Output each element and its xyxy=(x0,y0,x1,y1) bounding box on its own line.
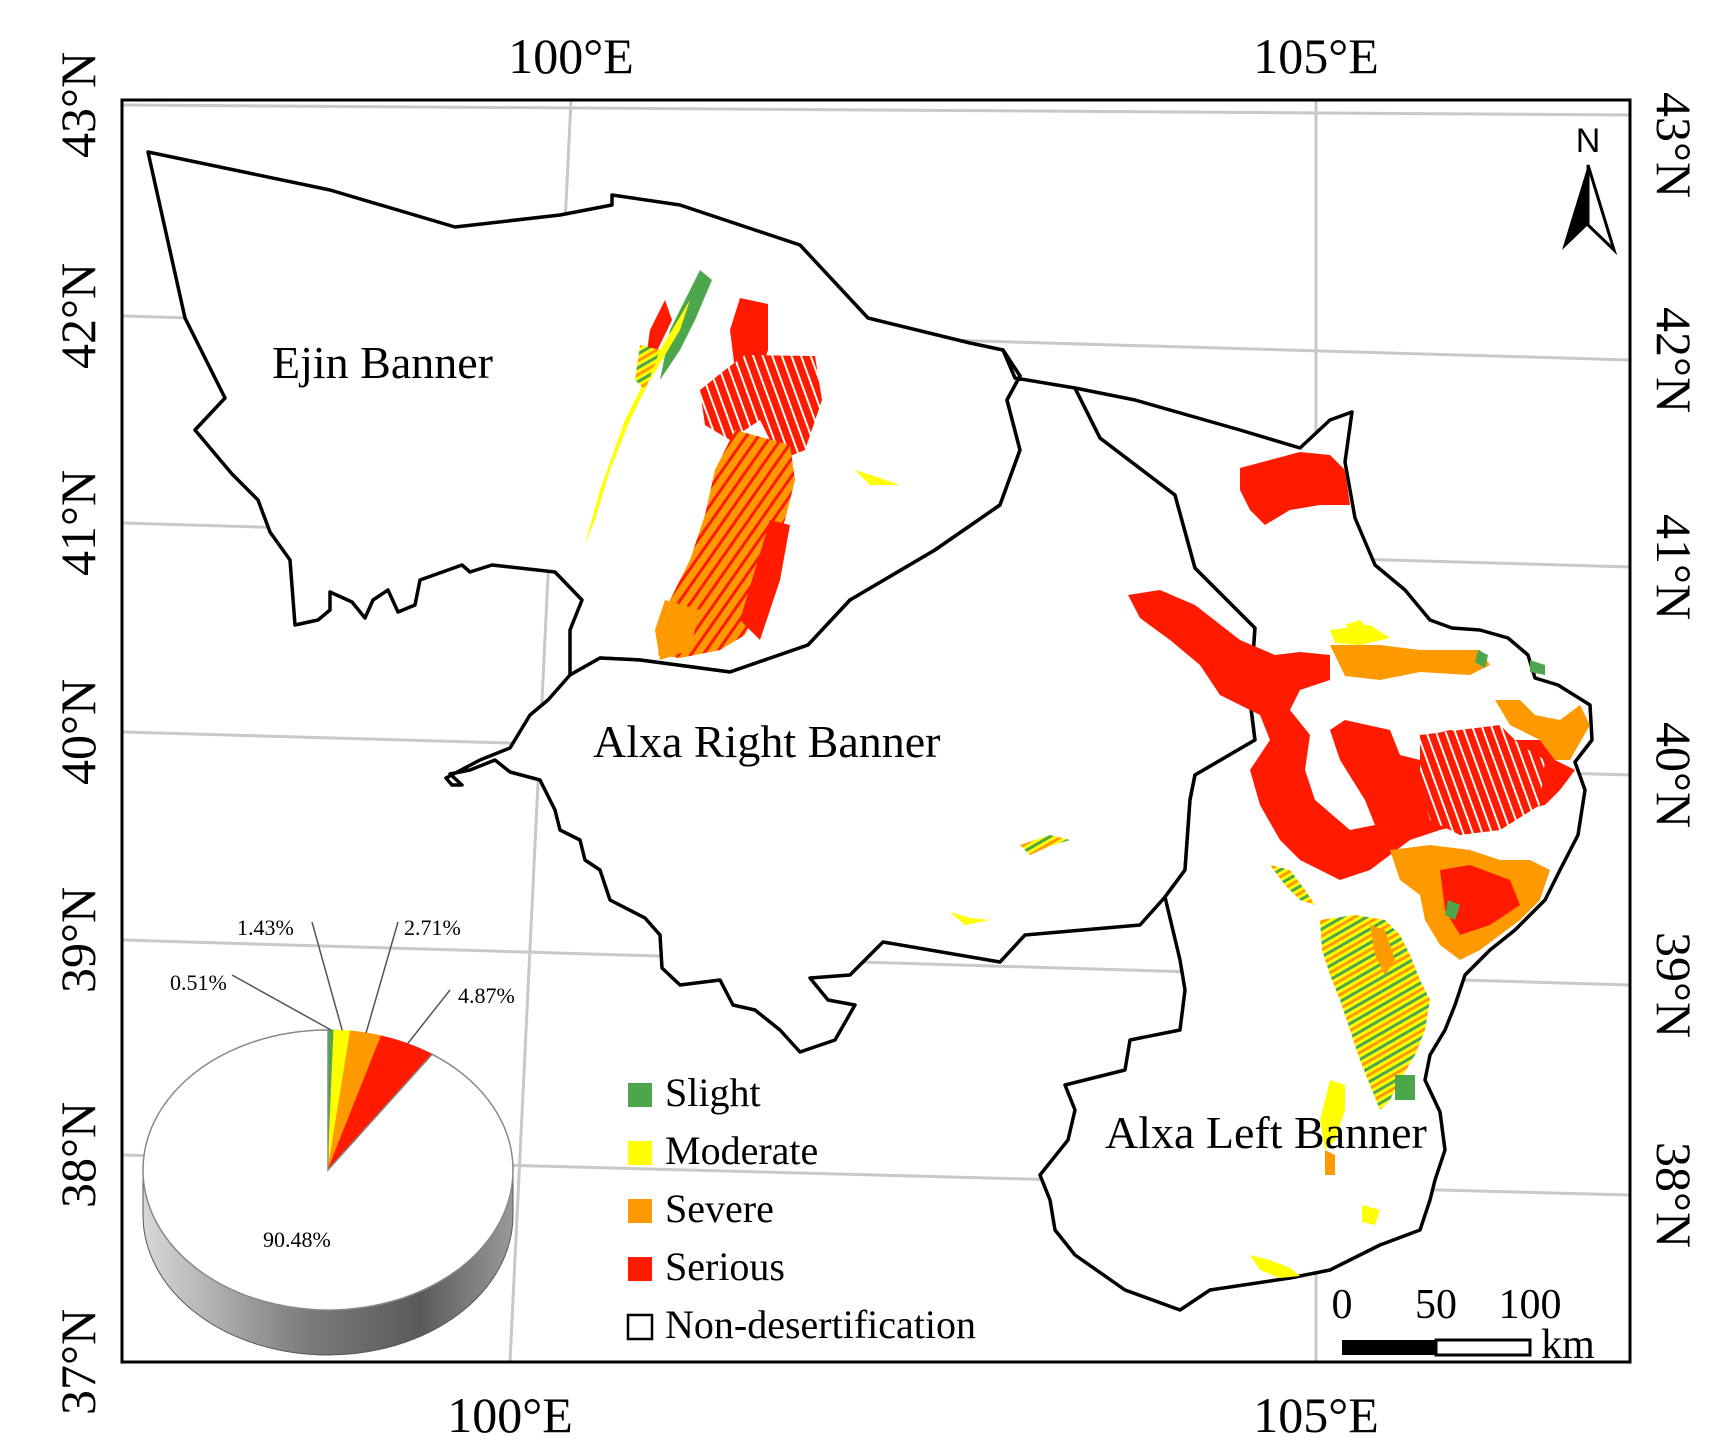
top-lon-label-105: 105°E xyxy=(1253,28,1379,84)
region-labels: Ejin Banner Alxa Right Banner Alxa Left … xyxy=(272,337,1427,1158)
pie-leader-slight xyxy=(231,974,332,1031)
region-label-ejin: Ejin Banner xyxy=(272,337,493,388)
left-lat-label-39: 39°N xyxy=(50,887,106,993)
north-arrow: N xyxy=(1562,122,1618,256)
alxa-right-banner-boundary xyxy=(444,348,1257,1054)
legend-swatch-moderate xyxy=(628,1141,652,1165)
legend-label-slight: Slight xyxy=(665,1070,761,1115)
region-label-alxa-right: Alxa Right Banner xyxy=(593,716,941,767)
legend-label-severe: Severe xyxy=(665,1186,774,1231)
pie-label-non: 90.48% xyxy=(263,1227,331,1252)
right-lat-label-39: 39°N xyxy=(1646,932,1702,1038)
pie-slice-non xyxy=(142,1029,514,1311)
pie-slices xyxy=(142,1029,514,1311)
left-lat-label-43: 43°N xyxy=(50,52,106,158)
pie-label-severe: 2.71% xyxy=(404,915,461,940)
right-lat-label-38: 38°N xyxy=(1646,1142,1702,1248)
right-lat-label-40: 40°N xyxy=(1646,722,1702,828)
legend-swatch-serious xyxy=(628,1257,652,1281)
pie-leader-severe xyxy=(365,921,399,1034)
left-lat-label-38: 38°N xyxy=(50,1102,106,1208)
legend: Slight Moderate Severe Serious Non-deser… xyxy=(626,1070,976,1347)
right-lat-label-41: 41°N xyxy=(1646,514,1702,620)
legend-swatch-severe xyxy=(628,1199,652,1223)
right-lat-label-43: 43°N xyxy=(1646,92,1702,198)
left-lat-label-41: 41°N xyxy=(50,470,106,576)
scale-bar-white-segment xyxy=(1434,1338,1532,1357)
scale-unit: km xyxy=(1541,1322,1595,1368)
pie-chart: 0.51% 1.43% 2.71% 4.87% 90.48% xyxy=(142,915,515,1356)
ejin-banner-boundary xyxy=(146,150,1022,677)
north-label: N xyxy=(1576,122,1601,160)
pie-leader-moderate xyxy=(311,921,343,1031)
left-lat-label-37: 37°N xyxy=(50,1309,106,1415)
legend-swatch-non xyxy=(626,1313,654,1341)
legend-label-serious: Serious xyxy=(665,1244,785,1289)
map-frame xyxy=(120,98,1632,1364)
legend-swatch-slight xyxy=(628,1083,652,1107)
pie-label-serious: 4.87% xyxy=(458,983,515,1008)
pie-leader-serious xyxy=(407,989,451,1045)
region-label-alxa-left: Alxa Left Banner xyxy=(1105,1107,1427,1158)
scale-bar-black-segment xyxy=(1342,1340,1436,1355)
scale-tick-50: 50 xyxy=(1415,1282,1457,1328)
right-lat-label-42: 42°N xyxy=(1646,307,1702,413)
graticule-labels: 100°E 105°E 100°E 105°E 43°N 42°N 41°N 4… xyxy=(50,28,1702,1443)
left-lat-label-42: 42°N xyxy=(50,263,106,369)
bottom-lon-label-105: 105°E xyxy=(1253,1387,1379,1443)
scale-tick-100: 100 xyxy=(1499,1282,1562,1328)
bottom-lon-label-100: 100°E xyxy=(447,1387,573,1443)
north-arrow-icon xyxy=(1562,164,1618,256)
left-lat-label-40: 40°N xyxy=(50,679,106,785)
pie-label-moderate: 1.43% xyxy=(237,915,294,940)
scale-bar: 0 50 100 km xyxy=(1332,1282,1596,1368)
pie-leader-lines xyxy=(231,921,451,1045)
legend-label-moderate: Moderate xyxy=(665,1128,818,1173)
pie-label-slight: 0.51% xyxy=(170,970,227,995)
legend-label-non: Non-desertification xyxy=(665,1302,976,1347)
scale-tick-0: 0 xyxy=(1332,1282,1353,1328)
desertification-patches xyxy=(585,270,1590,1278)
top-lon-label-100: 100°E xyxy=(508,28,634,84)
